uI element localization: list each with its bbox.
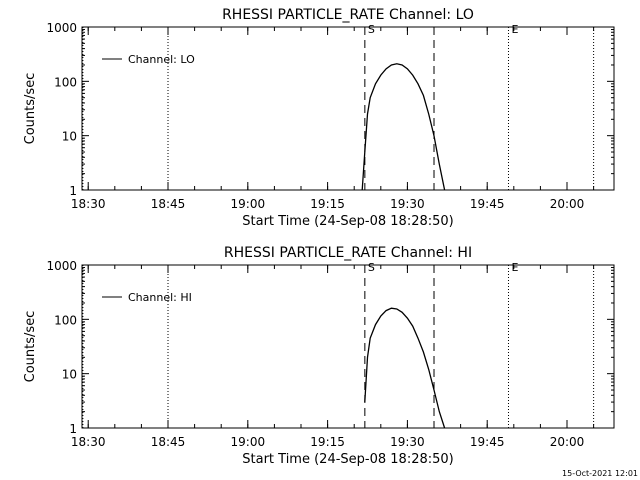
x-tick-label: 19:15 [310,435,345,449]
series-line-channel-hi [364,307,446,429]
chart-panel-hi: RHESSI PARTICLE_RATE Channel: HI 18:30 18:… [23,245,615,467]
legend-label: Channel: LO [128,53,195,66]
y-tick-label: 10 [62,368,77,382]
marker-label: E [511,261,518,274]
plot-frame [81,264,615,429]
y-tick-label: 1 [69,184,77,198]
x-axis-label: Start Time (24-Sep-08 18:28:50) [242,214,453,229]
legend-label: Channel: HI [128,291,192,304]
footer-timestamp: 15-Oct-2021 12:01 [562,469,638,478]
y-axis-label: Counts/sec [23,311,38,383]
x-tick-label: 19:15 [310,197,345,211]
marker-label: S [368,23,375,36]
x-tick-label: 19:45 [470,197,505,211]
x-tick-label: 20:00 [550,435,585,449]
x-tick-label: 19:45 [470,435,505,449]
y-axis-label: Counts/sec [23,73,38,145]
x-tick-label: 19:00 [231,197,266,211]
x-tick-label: 18:45 [151,435,186,449]
y-tick-label: 100 [54,75,77,89]
y-tick-label: 1 [69,422,77,436]
chart-panel-lo: RHESSI PARTICLE_RATE Channel: LO 18:30 18:… [23,7,615,229]
chart-title: RHESSI PARTICLE_RATE Channel: LO [222,7,474,23]
chart-title: RHESSI PARTICLE_RATE Channel: HI [224,245,472,261]
marker-label: E [511,23,518,36]
x-tick-label: 19:30 [390,435,425,449]
plot-frame [81,26,615,191]
x-tick-label: 18:30 [71,435,106,449]
x-tick-label: 19:00 [231,435,266,449]
series-line-channel-lo [361,63,446,191]
x-tick-label: 19:30 [390,197,425,211]
y-tick-label: 1000 [46,259,77,273]
marker-label: S [368,261,375,274]
x-tick-label: 18:45 [151,197,186,211]
y-tick-label: 10 [62,130,77,144]
x-tick-label: 18:30 [71,197,106,211]
x-tick-label: 20:00 [550,197,585,211]
y-tick-label: 100 [54,313,77,327]
x-axis-label: Start Time (24-Sep-08 18:28:50) [242,452,453,467]
y-tick-label: 1000 [46,21,77,35]
